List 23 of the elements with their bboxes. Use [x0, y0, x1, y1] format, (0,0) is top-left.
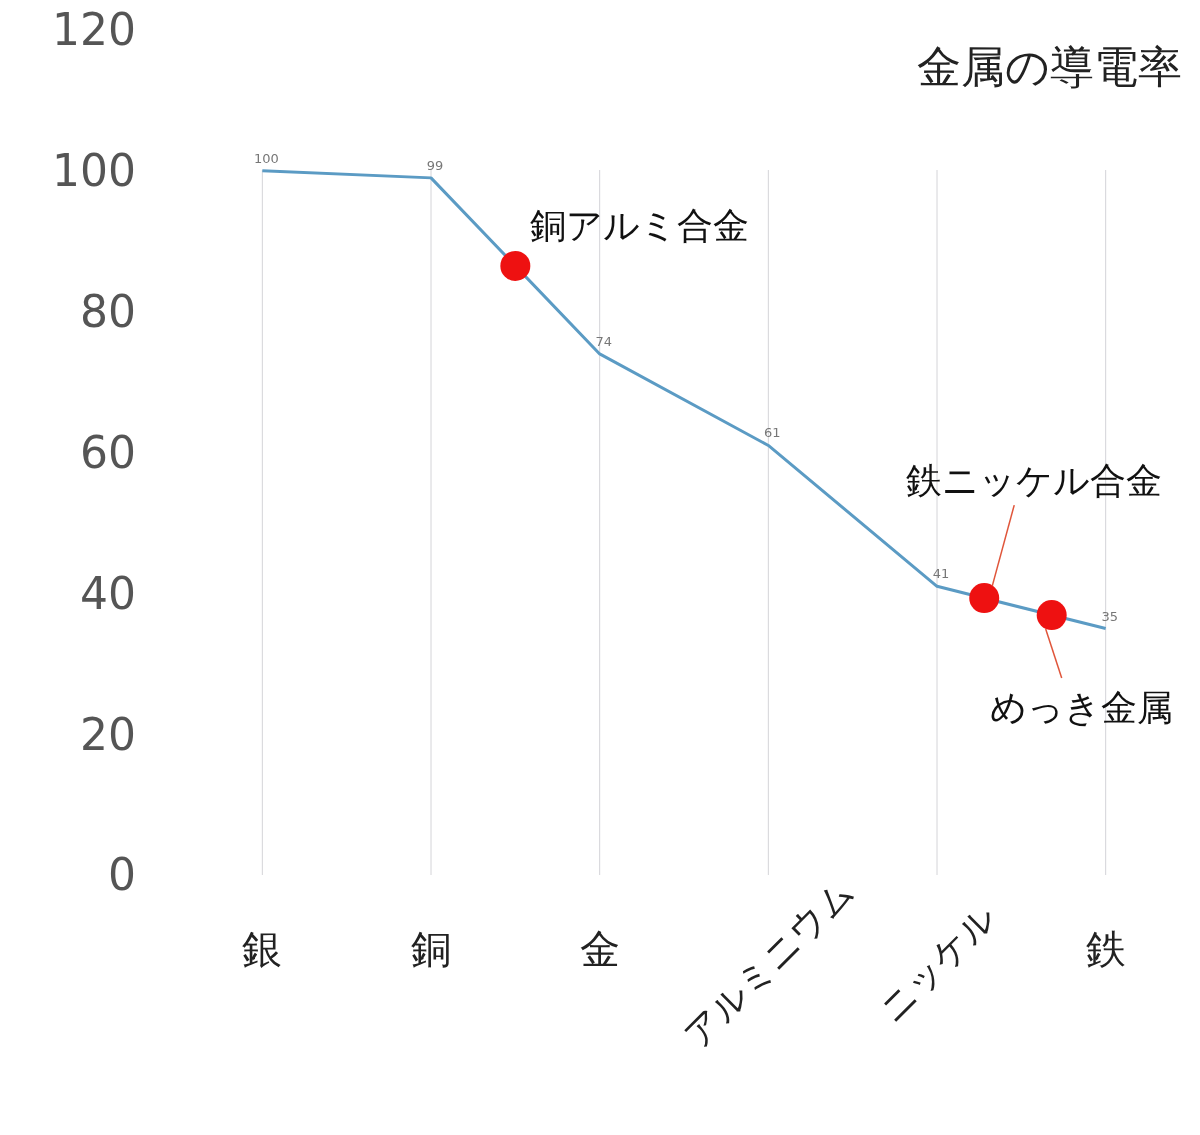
y-tick-label: 20: [80, 708, 136, 760]
x-tick-label: 鉄: [1085, 926, 1126, 972]
data-label: 100: [253, 150, 279, 166]
y-tick-label: 60: [80, 426, 136, 478]
annotation: 鉄ニッケル合金: [906, 460, 1163, 502]
x-tick-label: 銀: [242, 926, 283, 972]
y-tick-label: 100: [52, 145, 136, 197]
x-tick-label: 金: [579, 926, 620, 972]
x-tick-label: アルミニウム: [675, 870, 862, 1057]
y-tick-label: 80: [80, 286, 136, 338]
data-label: 99: [426, 157, 444, 173]
annotation: めっき金属: [990, 687, 1174, 729]
y-tick-label: 0: [108, 849, 136, 901]
annotation: 銅アルミ合金: [530, 204, 750, 246]
x-tick-label: 銅: [411, 926, 451, 972]
data-label: 35: [1101, 608, 1118, 624]
data-label: 61: [764, 425, 781, 441]
data-label: 74: [595, 333, 612, 349]
chart-title: 金属の導電率: [917, 41, 1182, 92]
y-tick-label: 40: [80, 567, 136, 619]
x-tick-label: ニッケル: [870, 896, 1004, 1030]
data-label: 41: [932, 566, 950, 582]
y-tick-label: 120: [52, 4, 136, 56]
